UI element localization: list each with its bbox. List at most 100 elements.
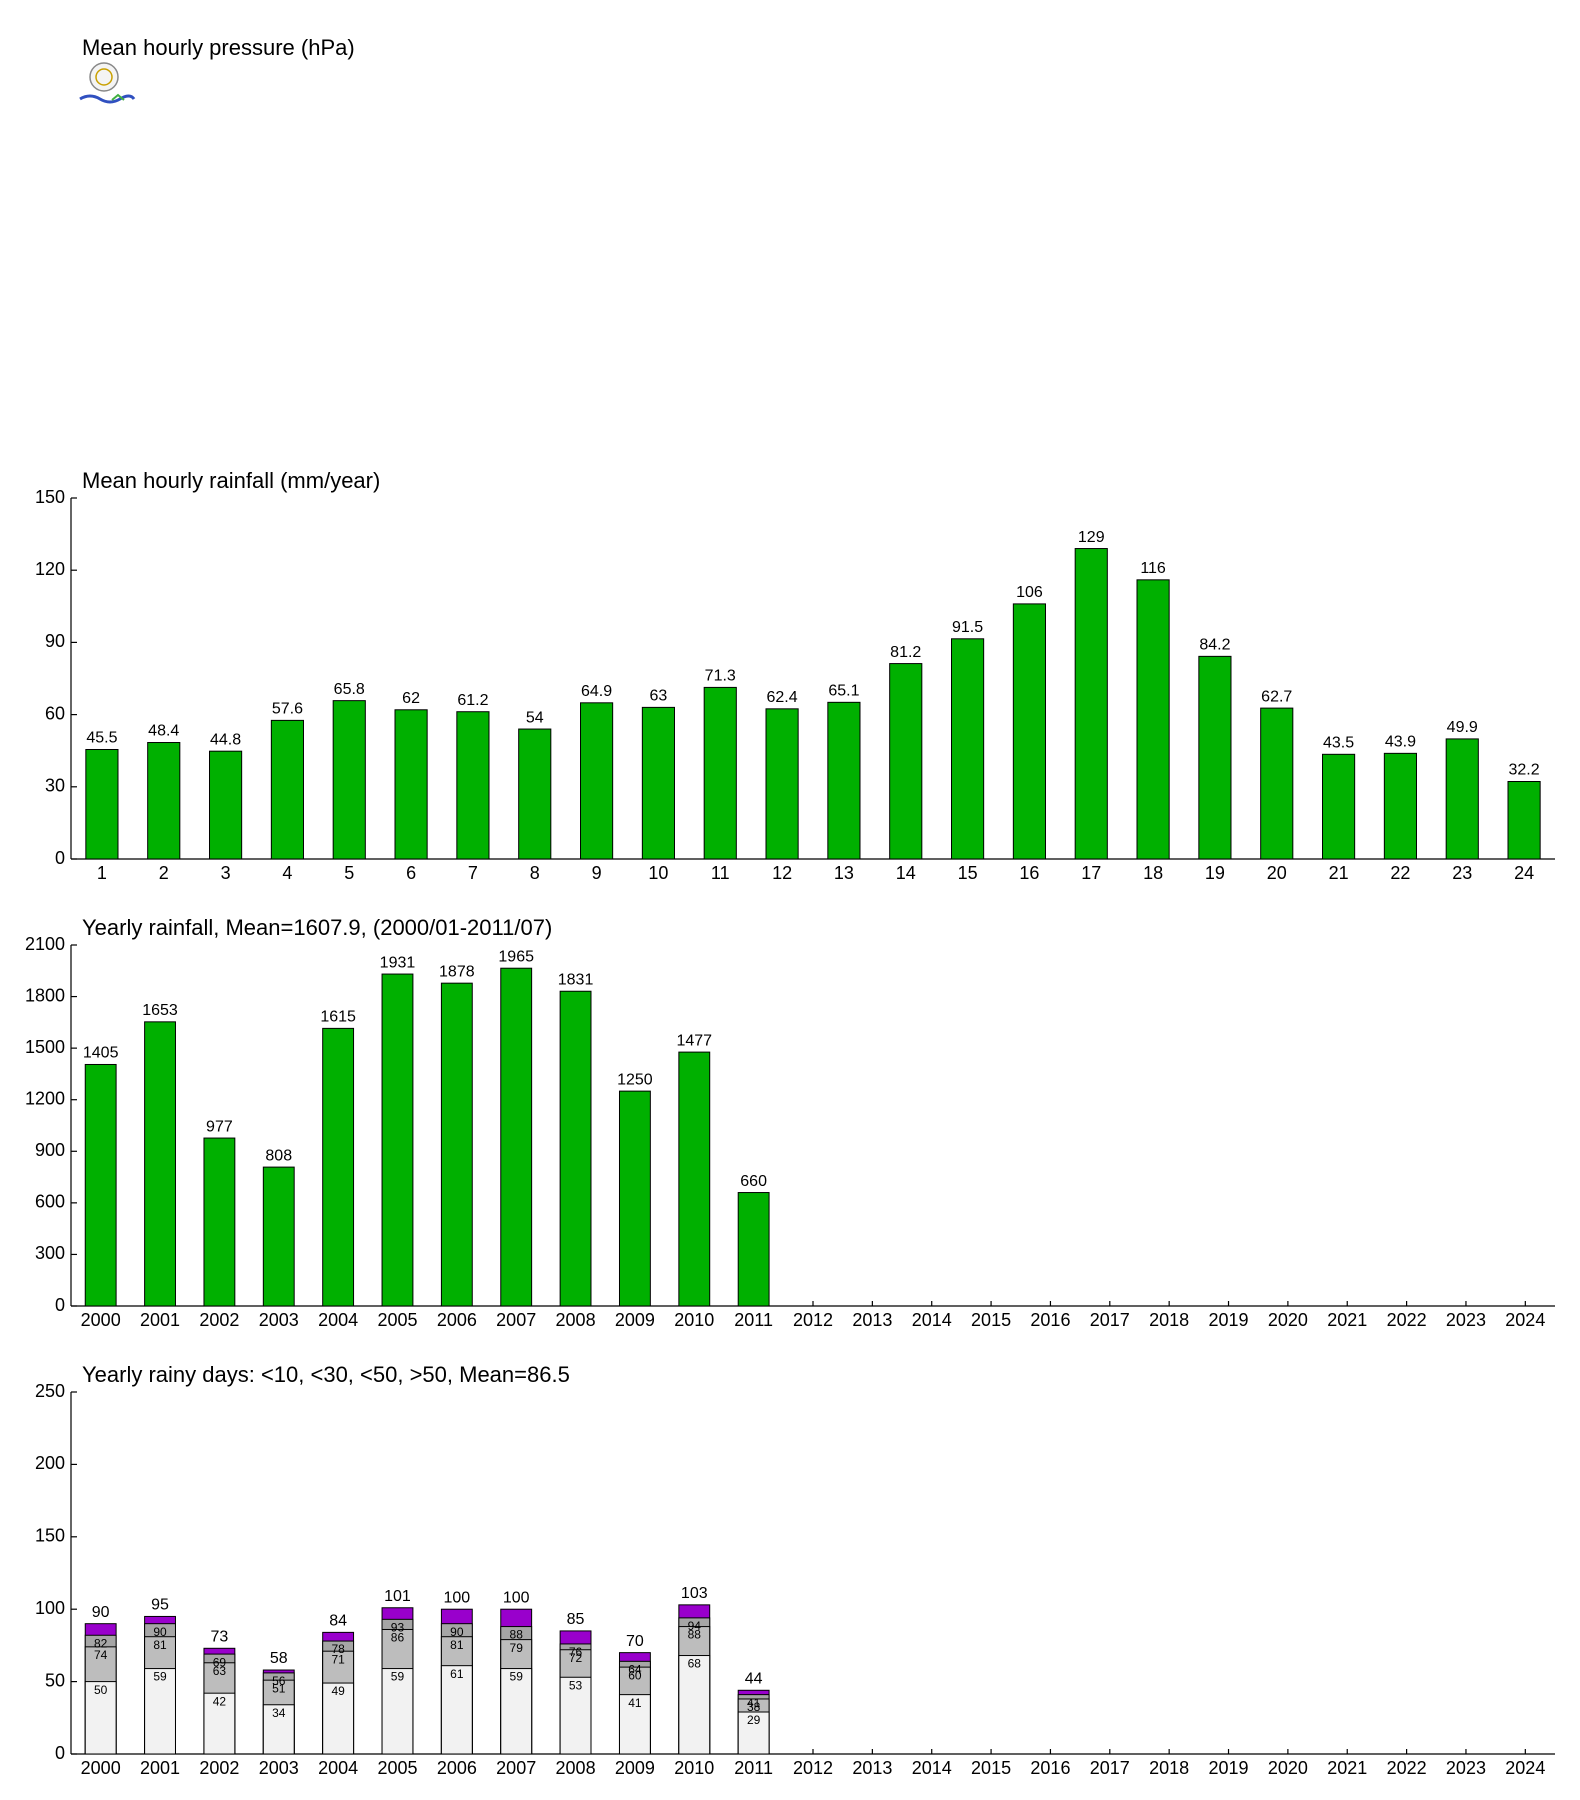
value-label: 1878 (439, 963, 475, 980)
value-label: 59 (153, 1670, 167, 1684)
x-tick-label: 2017 (1090, 1758, 1130, 1778)
y-tick-label: 100 (35, 1598, 65, 1618)
x-tick-label: 2021 (1327, 1758, 1367, 1778)
bar (440, 982, 473, 1307)
value-label: 90 (450, 1625, 464, 1639)
x-tick-label: 1 (97, 863, 107, 883)
value-label: 94 (688, 1619, 702, 1633)
bar (1445, 738, 1479, 860)
x-tick-label: 2012 (793, 1758, 833, 1778)
y-tick-label: 150 (35, 487, 65, 507)
y-tick-label: 250 (35, 1381, 65, 1401)
value-label: 49 (331, 1684, 345, 1698)
value-label: 50 (94, 1683, 108, 1697)
x-tick-label: 2019 (1208, 1310, 1248, 1330)
value-label: 88 (688, 1628, 702, 1642)
chart-title: Mean hourly rainfall (mm/year) (82, 468, 380, 493)
value-label: 84.2 (1199, 637, 1230, 654)
bar (203, 1692, 236, 1755)
value-label: 45.5 (86, 730, 117, 747)
x-tick-label: 2002 (199, 1310, 239, 1330)
value-label: 81 (450, 1638, 464, 1652)
x-tick-label: 2000 (81, 1310, 121, 1330)
value-label: 58 (270, 1650, 288, 1667)
bar (262, 1704, 295, 1755)
chart-title: Yearly rainfall, Mean=1607.9, (2000/01-2… (82, 915, 552, 940)
value-label: 106 (1016, 584, 1043, 601)
value-label: 90 (153, 1625, 167, 1639)
value-label: 81 (153, 1638, 167, 1652)
bar (1383, 752, 1417, 860)
x-tick-label: 9 (592, 863, 602, 883)
bar (618, 1694, 651, 1755)
bar (678, 1655, 711, 1755)
bar (84, 1063, 117, 1307)
value-label: 44.8 (210, 731, 241, 748)
x-tick-label: 2011 (734, 1310, 773, 1330)
y-tick-label: 1200 (25, 1088, 65, 1108)
value-label: 78 (331, 1642, 345, 1656)
bar (641, 706, 675, 860)
x-tick-label: 19 (1205, 863, 1225, 883)
value-label: 62.4 (767, 689, 798, 706)
bar (381, 1668, 414, 1755)
x-tick-label: 2001 (140, 1758, 180, 1778)
x-tick-label: 2002 (199, 1758, 239, 1778)
bar (827, 701, 861, 860)
y-tick-label: 30 (45, 776, 65, 796)
x-tick-label: 4 (282, 863, 292, 883)
x-tick-label: 12 (772, 863, 792, 883)
x-tick-label: 15 (958, 863, 978, 883)
value-label: 60 (628, 1668, 642, 1682)
x-tick-label: 2008 (556, 1758, 596, 1778)
y-tick-label: 2100 (25, 934, 65, 954)
bar (1507, 781, 1541, 860)
x-tick-label: 24 (1514, 863, 1534, 883)
y-tick-label: 150 (35, 1526, 65, 1546)
value-label: 53 (569, 1678, 583, 1692)
x-tick-label: 2017 (1090, 1310, 1130, 1330)
bar (559, 1676, 592, 1755)
x-tick-label: 2022 (1387, 1758, 1427, 1778)
bar (1136, 579, 1170, 860)
x-tick-label: 2018 (1149, 1758, 1189, 1778)
value-label: 71 (331, 1652, 345, 1666)
value-label: 1931 (380, 954, 416, 971)
x-tick-label: 5 (344, 863, 354, 883)
value-label: 95 (151, 1597, 169, 1614)
value-label: 68 (688, 1657, 702, 1671)
value-label: 1965 (498, 948, 534, 965)
bar (889, 663, 923, 860)
y-tick-label: 0 (55, 1743, 65, 1763)
value-label: 62.7 (1261, 688, 1292, 705)
value-label: 65.1 (828, 683, 859, 700)
y-tick-label: 600 (35, 1192, 65, 1212)
value-label: 81.2 (890, 644, 921, 661)
x-tick-label: 2006 (437, 1310, 477, 1330)
value-label: 1405 (83, 1045, 119, 1062)
value-label: 65.8 (334, 681, 365, 698)
value-label: 59 (510, 1670, 524, 1684)
value-label: 51 (272, 1681, 286, 1695)
x-tick-label: 2013 (852, 1758, 892, 1778)
value-label: 54 (526, 709, 544, 726)
bar (951, 638, 985, 860)
value-label: 977 (206, 1118, 233, 1135)
chart-title: Yearly rainy days: <10, <30, <50, >50, M… (82, 1362, 570, 1387)
value-label: 44 (745, 1671, 763, 1688)
y-tick-label: 0 (55, 1295, 65, 1315)
x-tick-label: 2009 (615, 1758, 655, 1778)
x-tick-label: 2015 (971, 1310, 1011, 1330)
bar (85, 748, 119, 860)
x-tick-label: 2011 (734, 1758, 773, 1778)
value-label: 116 (1140, 560, 1166, 577)
value-label: 42 (213, 1694, 227, 1708)
x-tick-label: 2024 (1505, 1758, 1545, 1778)
x-tick-label: 6 (406, 863, 416, 883)
x-tick-label: 2005 (377, 1310, 417, 1330)
y-tick-label: 300 (35, 1243, 65, 1263)
x-tick-label: 2 (159, 863, 169, 883)
x-tick-label: 2008 (556, 1310, 596, 1330)
x-tick-label: 2014 (912, 1310, 952, 1330)
x-tick-label: 17 (1081, 863, 1101, 883)
